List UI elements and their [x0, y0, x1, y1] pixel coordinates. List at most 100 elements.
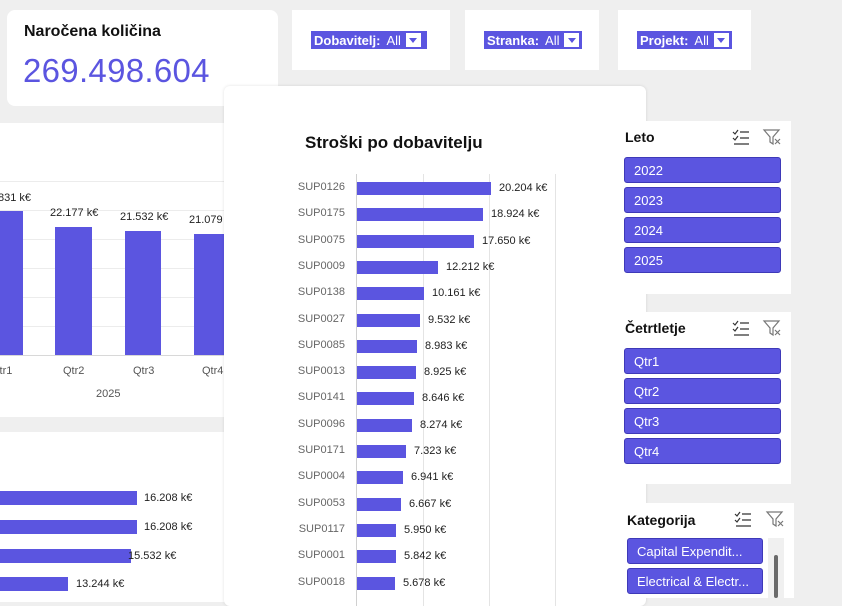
scrollbar-thumb[interactable] — [774, 555, 778, 598]
x-tick-label: Qtr3 — [133, 365, 155, 377]
filter-projekt[interactable]: Projekt: All — [637, 31, 732, 49]
category-label: SUP0171 — [297, 444, 345, 456]
category-label: SUP0013 — [297, 365, 345, 378]
bar-value-label: 8.983 k€ — [425, 339, 468, 352]
bar — [357, 339, 417, 353]
bar-value-label: 16.208 k€ — [144, 492, 193, 504]
filter-value: All — [545, 32, 560, 48]
bar-value-label: 5.678 k€ — [403, 576, 446, 589]
slicer-item-qtr2[interactable]: Qtr2 — [624, 378, 781, 404]
gridline — [423, 174, 424, 606]
clear-filter-icon[interactable] — [762, 319, 782, 337]
chevron-down-icon[interactable] — [405, 33, 421, 47]
slicer-title: Četrtletje — [625, 320, 686, 336]
bar-value-label: 10.161 k€ — [432, 287, 481, 300]
category-label: SUP0117 — [298, 522, 345, 535]
multiselect-icon[interactable] — [733, 510, 753, 528]
filter-dobavitelj[interactable]: Dobavitelj: All — [311, 31, 427, 49]
x-tick-label: Qtr1 — [0, 365, 13, 377]
slicer-item-qtr1[interactable]: Qtr1 — [624, 348, 781, 374]
axis-line — [0, 355, 225, 356]
filter-value: All — [694, 32, 709, 48]
bar — [0, 491, 137, 505]
bar-value-label: 13.244 k€ — [76, 578, 125, 590]
gridline — [0, 239, 225, 240]
slicer-item-2025[interactable]: 2025 — [624, 247, 781, 273]
bar-value-label: 20.204 k€ — [499, 182, 548, 194]
gridline — [0, 268, 225, 269]
bar — [357, 182, 491, 195]
slicer-item-electrical[interactable]: Electrical & Electr... — [627, 568, 763, 594]
bar-value-label: 5.950 k€ — [404, 523, 447, 536]
x-year-label: 2025 — [96, 388, 121, 400]
slicer-item-2023[interactable]: 2023 — [624, 187, 781, 213]
bar-value-label: 831 k€ — [0, 192, 32, 204]
bar-value-label: 8.925 k€ — [424, 366, 467, 379]
slicer-item-capital-expenditure[interactable]: Capital Expendit... — [627, 538, 763, 564]
category-label: SUP0027 — [297, 312, 345, 325]
bar-value-label: 5.842 k€ — [404, 550, 447, 563]
filter-card-stranka: Stranka: All — [465, 10, 599, 70]
bar-value-label: 7.323 k€ — [414, 445, 457, 457]
bar-value-label: 17.650 k€ — [482, 234, 531, 247]
category-label: SUP0126 — [297, 181, 345, 193]
filter-label: Projekt: — [640, 32, 689, 48]
bar — [357, 260, 438, 274]
category-label: SUP0141 — [297, 391, 345, 404]
clear-filter-icon[interactable] — [765, 510, 785, 528]
filter-stranka[interactable]: Stranka: All — [484, 31, 582, 49]
chart-title: Stroški po dobavitelju — [305, 133, 483, 152]
x-tick-label: Qtr4 — [202, 365, 224, 377]
chevron-down-icon[interactable] — [564, 33, 580, 47]
gridline — [0, 210, 225, 211]
bar — [357, 287, 424, 301]
multiselect-icon[interactable] — [731, 128, 751, 146]
slicer-item-2022[interactable]: 2022 — [624, 157, 781, 183]
gridline — [0, 181, 225, 182]
bar-value-label: 9.532 k€ — [428, 313, 471, 326]
bar — [357, 523, 396, 537]
bar-value-label: 12.212 k€ — [446, 260, 495, 273]
gridline — [0, 326, 225, 327]
multiselect-icon[interactable] — [731, 319, 751, 337]
slicer-item-2024[interactable]: 2024 — [624, 217, 781, 243]
category-label: SUP0175 — [297, 207, 345, 220]
bar — [357, 208, 483, 222]
category-label: SUP0096 — [297, 417, 345, 430]
slicer-title: Leto — [625, 129, 655, 145]
category-label: SUP0053 — [297, 496, 345, 509]
filter-value: All — [386, 32, 401, 48]
supplier-cost-chart: Stroški po dobavitelju SUP0126 20.204 k€ S… — [224, 86, 646, 606]
bar-qtr3 — [125, 231, 161, 355]
slicer-item-qtr3[interactable]: Qtr3 — [624, 408, 781, 434]
category-label: SUP0001 — [297, 549, 345, 562]
filter-card-dobavitelj: Dobavitelj: All — [292, 10, 450, 70]
filter-label: Dobavitelj: — [314, 32, 381, 48]
bar-value-label: 8.646 k€ — [422, 392, 465, 405]
chevron-down-icon[interactable] — [713, 33, 729, 47]
slicer-item-qtr4[interactable]: Qtr4 — [624, 438, 781, 464]
x-tick-label: Qtr2 — [63, 365, 85, 377]
bar-value-label: 21.532 k€ — [120, 211, 169, 223]
bar — [357, 471, 403, 485]
slicer-title: Kategorija — [627, 512, 696, 528]
filter-card-projekt: Projekt: All — [618, 10, 751, 70]
bar — [357, 418, 412, 432]
bar — [0, 549, 131, 563]
category-label: SUP0138 — [297, 286, 345, 299]
category-label: SUP0004 — [297, 470, 345, 483]
clear-filter-icon[interactable] — [762, 128, 782, 146]
filter-label: Stranka: — [487, 32, 540, 48]
category-label: SUP0085 — [297, 338, 345, 351]
bar-qtr4 — [194, 234, 225, 355]
bar-value-label: 16.208 k€ — [144, 521, 193, 533]
slicer-kategorija: Kategorija Capital Expendit... Electrica… — [621, 503, 794, 598]
bar-value-label: 21.079 — [189, 214, 223, 226]
bar-value-label: 18.924 k€ — [491, 208, 540, 221]
bar — [357, 366, 416, 380]
bar-qtr2 — [55, 227, 92, 355]
bar — [0, 577, 68, 591]
bar-value-label: 22.177 k€ — [50, 207, 99, 219]
bar-qtr1 — [0, 211, 23, 355]
kpi-card: Naročena količina 269.498.604 — [7, 10, 278, 106]
